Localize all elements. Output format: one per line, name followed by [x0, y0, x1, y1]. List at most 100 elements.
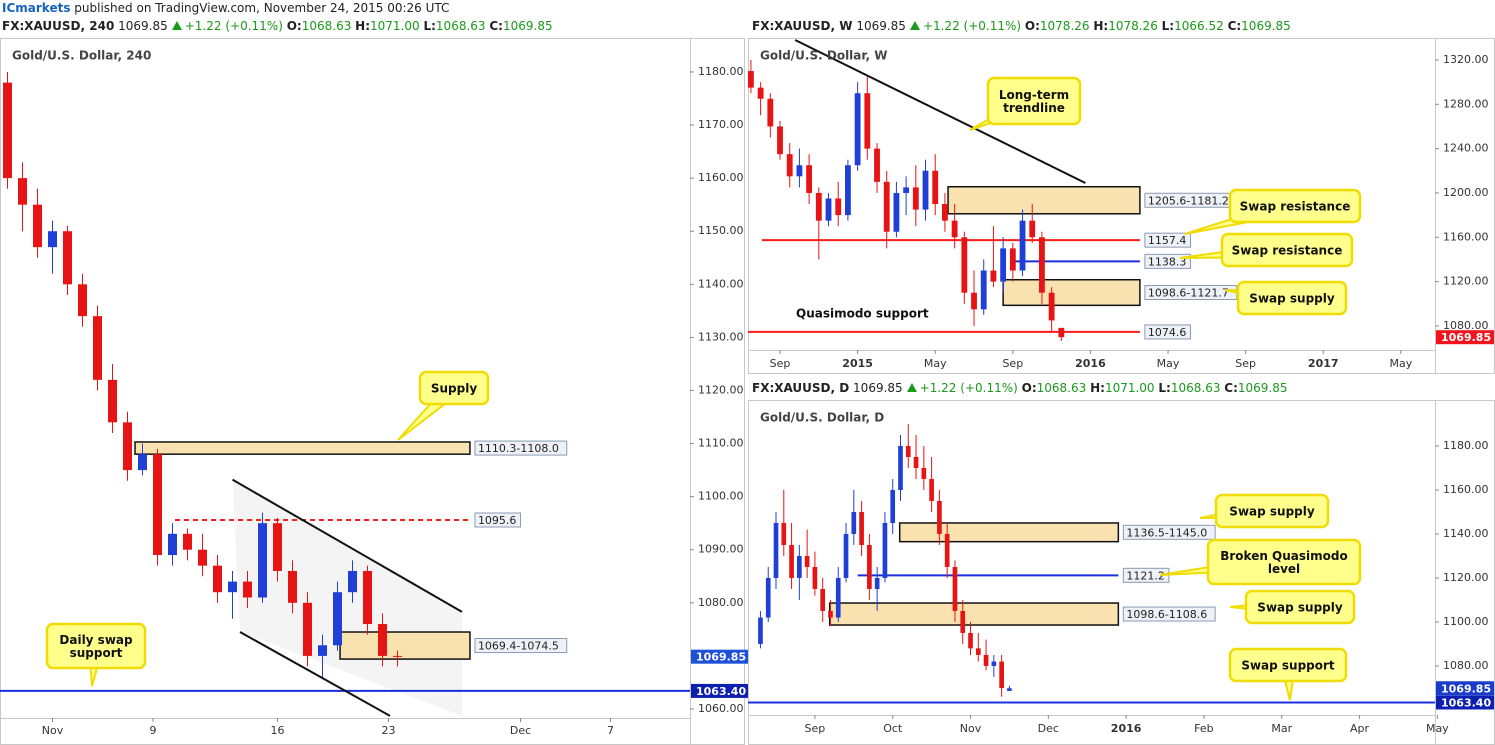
y-tick-label: 1120.00: [698, 383, 744, 396]
x-tick-label: 23: [382, 724, 396, 737]
candle-body: [990, 270, 997, 282]
callout-box: [418, 370, 490, 406]
brand: ICmarkets: [2, 1, 71, 15]
last-price: 1069.85: [853, 381, 903, 395]
ohlc-value: 1071.00: [370, 19, 420, 33]
price-tag-label: 1063.40: [1441, 696, 1491, 709]
pane-frame: [748, 400, 1495, 745]
candle-body: [944, 533, 950, 567]
price-tag: [1436, 330, 1494, 345]
candle-body: [773, 522, 779, 578]
x-tick-label: 9: [150, 724, 157, 737]
ohlc-value: 1069.85: [502, 19, 553, 33]
x-tick-label: Sep: [1002, 357, 1023, 370]
y-tick-label: 1160.00: [1443, 483, 1489, 496]
level-label: 1121.2: [1126, 569, 1165, 582]
zone-label: 1069.4-1074.5: [478, 640, 559, 653]
up-arrow: [906, 383, 917, 392]
level-label: 1095.6: [478, 514, 517, 527]
candle-body: [898, 445, 903, 490]
ohlc-key: C:: [1224, 381, 1238, 395]
x-tick-label: Sep: [770, 357, 791, 370]
y-tick-label: 1160.00: [1443, 230, 1489, 243]
candle-body: [843, 533, 849, 578]
candle-body: [288, 570, 297, 603]
ohlc-key: C:: [489, 19, 503, 33]
candle-body: [3, 82, 12, 179]
candle-body: [942, 204, 948, 221]
symbol-header: FX:XAUUSD, 240 1069.85 +1.22 (+0.11%) O:1…: [2, 18, 553, 34]
zone-label-box: [1122, 524, 1216, 540]
zone: [947, 185, 1141, 215]
callout-text: Swap support: [1241, 659, 1335, 673]
candle-body: [882, 522, 888, 578]
candle-body: [198, 549, 207, 566]
symbol-header: FX:XAUUSD, W 1069.85 +1.22 (+0.11%) O:107…: [752, 18, 1291, 34]
plot: [748, 423, 1435, 704]
candle-body: [318, 645, 327, 656]
y-tick-label: 1100.00: [1443, 615, 1489, 628]
callout-text: Long-term: [999, 88, 1069, 102]
y-tick-label: 1200.00: [1443, 186, 1489, 199]
candle-body: [758, 617, 763, 644]
callout-text: Supply: [431, 382, 477, 396]
candle-body: [890, 489, 896, 523]
ohlc-key: L:: [1158, 381, 1171, 395]
candle-body: [980, 270, 987, 310]
candle-body: [812, 566, 818, 589]
candle-body: [33, 204, 42, 248]
ohlc-value: 1078.26: [1039, 19, 1090, 33]
candle-body: [921, 467, 927, 479]
x-tick-label: May: [1157, 357, 1180, 370]
candle-body: [303, 602, 312, 656]
callout-box: [986, 76, 1082, 126]
zone-label: 1136.5-1145.0: [1126, 526, 1207, 539]
ohlc-key: O:: [286, 19, 302, 33]
candle-body: [108, 379, 117, 423]
candle-body: [78, 284, 87, 317]
callout-text: Swap supply: [1249, 292, 1335, 306]
candle-body: [874, 577, 880, 589]
callout-box: [1244, 589, 1356, 625]
symbol: FX:XAUUSD, W: [752, 19, 853, 33]
candle-body: [93, 316, 102, 380]
candle-body: [796, 165, 803, 177]
callout-text: level: [1268, 562, 1300, 576]
candle-body: [874, 148, 880, 182]
candle-body: [913, 456, 919, 468]
candle-body: [757, 87, 764, 99]
callout-text: Broken Quasimodo: [1220, 549, 1348, 563]
candle-body: [968, 632, 973, 649]
level-label-box: [474, 512, 522, 528]
candle-body: [835, 577, 841, 618]
y-tick-label: 1120.00: [1443, 571, 1489, 584]
zone: [898, 522, 1120, 543]
banner: ICmarkets published on TradingView.com, …: [2, 0, 449, 16]
candle-body: [777, 126, 783, 155]
x-tick-label: May: [924, 357, 947, 370]
candle-body: [851, 511, 857, 534]
level-label: 1074.6: [1148, 326, 1187, 339]
symbol: FX:XAUUSD, D: [752, 381, 850, 395]
candle-body: [273, 523, 282, 571]
callout-box: [45, 622, 147, 670]
symbol-header: FX:XAUUSD, D 1069.85 +1.22 (+0.11%) O:106…: [752, 380, 1288, 396]
candle-body: [815, 192, 822, 221]
y-tick-label: 1170.00: [698, 118, 744, 131]
trendline: [794, 39, 1086, 184]
x-tick-label: Mar: [1271, 722, 1292, 735]
level-label-box: [1144, 232, 1192, 248]
x-tick-label: 2016: [1111, 722, 1142, 735]
candle-body: [243, 581, 252, 598]
candle-body: [1000, 248, 1007, 282]
x-tick-label: Feb: [1194, 722, 1213, 735]
candle-body: [951, 220, 958, 238]
candle-body: [363, 570, 372, 625]
candle-body: [18, 178, 27, 205]
callout-text: Swap supply: [1257, 601, 1343, 615]
y-tick-label: 1240.00: [1443, 142, 1489, 155]
ohlc-key: L:: [1161, 19, 1175, 33]
up-arrow: [171, 21, 182, 30]
candle-body: [867, 544, 872, 589]
y-tick-label: 1280.00: [1443, 97, 1489, 110]
